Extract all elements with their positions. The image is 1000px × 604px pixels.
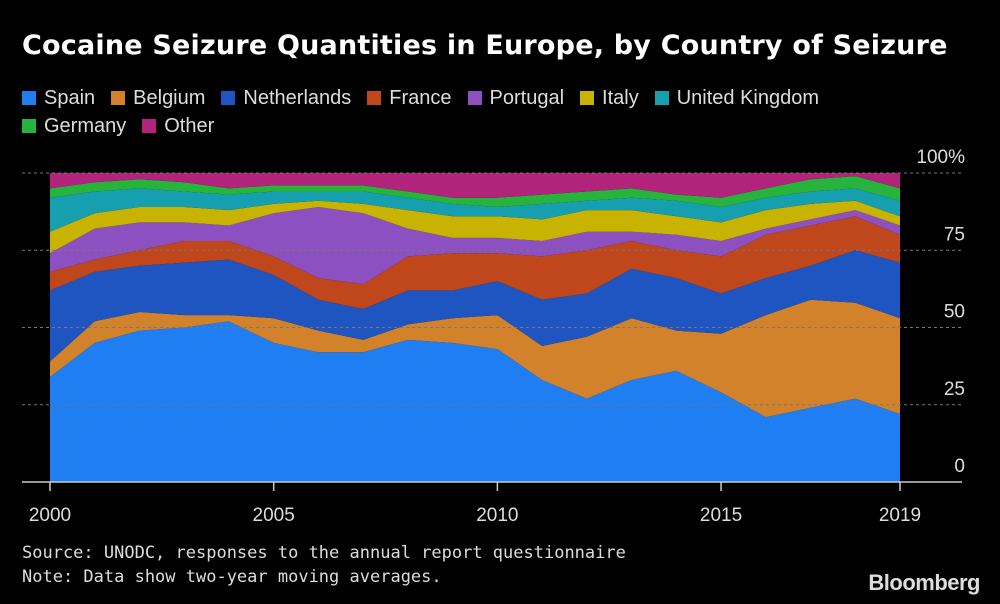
legend-row-1: Spain Belgium Netherlands France Portugal Ita… bbox=[22, 84, 962, 112]
area-series-group bbox=[50, 173, 900, 482]
area-italy bbox=[50, 200, 900, 254]
legend-swatch bbox=[654, 91, 669, 105]
legend-label: Portugal bbox=[489, 86, 565, 109]
legend-item-spain: Spain bbox=[22, 87, 95, 110]
area-netherlands bbox=[50, 250, 900, 362]
legend-item-portugal: Portugal bbox=[467, 86, 565, 110]
y-tick-label: 75 bbox=[944, 224, 965, 245]
legend: Spain Belgium Netherlands France Portugal Ita… bbox=[22, 84, 962, 140]
legend-label: Netherlands bbox=[243, 86, 352, 109]
x-tick-label: 2005 bbox=[253, 505, 295, 526]
legend-swatch bbox=[221, 91, 236, 105]
legend-swatch bbox=[367, 91, 382, 105]
legend-swatch bbox=[467, 91, 482, 105]
area-germany bbox=[50, 176, 900, 207]
area-portugal bbox=[50, 207, 900, 285]
chart-title: Cocaine Seizure Quantities in Europe, by… bbox=[22, 30, 948, 61]
x-tick-label: 2019 bbox=[879, 505, 921, 526]
x-tick-label: 2015 bbox=[700, 505, 742, 526]
gridlines bbox=[22, 172, 962, 406]
legend-swatch bbox=[111, 91, 126, 105]
area-other bbox=[50, 173, 900, 198]
y-axis: 0 25 50 75 100% bbox=[916, 147, 965, 477]
legend-label: United Kingdom bbox=[676, 86, 820, 109]
legend-label: France bbox=[389, 86, 452, 109]
data-note: Note: Data show two-year moving averages… bbox=[22, 567, 442, 587]
legend-swatch bbox=[22, 91, 36, 105]
area-united-kingdom bbox=[50, 188, 900, 232]
area-belgium bbox=[50, 299, 900, 418]
area-spain bbox=[50, 321, 900, 482]
legend-item-belgium: Belgium bbox=[111, 87, 205, 110]
legend-item-united-kingdom: United Kingdom bbox=[654, 86, 820, 110]
legend-item-italy: Italy bbox=[580, 87, 639, 110]
legend-swatch bbox=[142, 119, 157, 133]
bloomberg-logo: Bloomberg bbox=[868, 570, 980, 595]
legend-item-germany: Germany bbox=[22, 115, 126, 138]
legend-label: Belgium bbox=[133, 86, 206, 109]
area-france bbox=[50, 216, 900, 309]
source-note: Source: UNODC, responses to the annual r… bbox=[22, 543, 626, 563]
legend-item-other: Other bbox=[142, 115, 214, 138]
legend-row-2: Germany Other bbox=[22, 112, 962, 140]
x-tick-label: 2000 bbox=[29, 505, 71, 526]
legend-swatch bbox=[22, 119, 36, 133]
legend-swatch bbox=[580, 91, 595, 105]
x-axis: 2000 2005 2010 2015 2019 bbox=[22, 481, 962, 526]
y-tick-label: 100% bbox=[916, 147, 965, 168]
legend-label: Germany bbox=[44, 114, 127, 137]
y-tick-label: 50 bbox=[944, 302, 965, 323]
y-tick-label: 25 bbox=[944, 379, 965, 400]
y-tick-label: 0 bbox=[954, 456, 965, 477]
legend-item-netherlands: Netherlands bbox=[221, 87, 351, 110]
legend-label: Other bbox=[164, 114, 215, 137]
legend-item-france: France bbox=[367, 86, 452, 110]
legend-label: Italy bbox=[602, 86, 639, 109]
legend-label: Spain bbox=[44, 86, 96, 109]
x-tick-label: 2010 bbox=[476, 505, 518, 526]
